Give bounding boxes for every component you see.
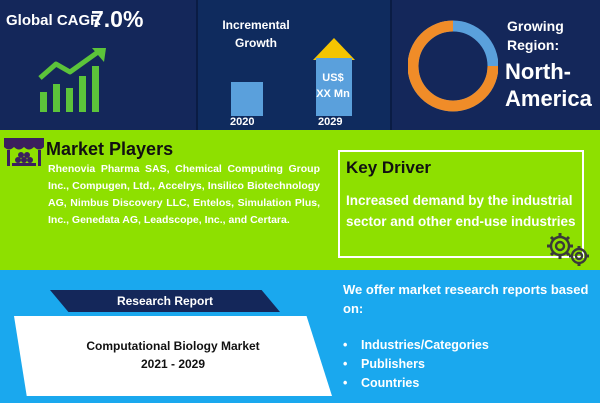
- region-value: North- America: [505, 58, 592, 112]
- market-stall-icon: [4, 138, 44, 166]
- bullet: •: [343, 357, 348, 371]
- arrow-up-icon: [313, 38, 355, 60]
- offer-item-label: Publishers: [361, 357, 425, 371]
- report-title-line2: 2021 - 2029: [140, 357, 206, 371]
- bar-2029-amount: XX Mn: [316, 88, 350, 100]
- bar-2020: [231, 82, 263, 116]
- offer-text: We offer market research reports based o…: [343, 282, 589, 316]
- bullet: •: [343, 338, 348, 352]
- bar-2029: [316, 58, 352, 116]
- divider: [390, 0, 392, 130]
- divider: [196, 0, 198, 130]
- research-report-ribbon: [50, 290, 280, 312]
- cagr-value: 7.0%: [91, 6, 144, 32]
- bar-2029-currency: US$: [322, 72, 344, 84]
- list-item: • Publishers: [343, 355, 489, 374]
- bar-2029-label: US$ XX Mn: [308, 70, 358, 102]
- offer-item-label: Industries/Categories: [361, 338, 489, 352]
- key-driver-title: Key Driver: [346, 158, 432, 177]
- offer-list: • Industries/Categories • Publishers • Coun…: [343, 336, 489, 393]
- key-driver-text: Increased demand by the industrial secto…: [346, 193, 576, 229]
- list-item: • Industries/Categories: [343, 336, 489, 355]
- incremental-panel: [196, 0, 390, 130]
- region-label: Growing Region:: [507, 17, 564, 55]
- list-item: • Countries: [343, 374, 489, 393]
- region-label-line1: Growing: [507, 18, 564, 34]
- offer-item-label: Countries: [361, 376, 420, 390]
- market-players-text: Rhenovia Pharma SAS, Chemical Computing …: [48, 163, 320, 226]
- incremental-title: Incremental Growth: [206, 16, 306, 52]
- region-label-line2: Region:: [507, 37, 560, 53]
- market-players-title: Market Players: [46, 139, 174, 159]
- key-driver-box: [338, 150, 584, 258]
- research-report-label: Research Report: [116, 294, 214, 308]
- incremental-title-line2: Growth: [235, 36, 277, 50]
- report-card: [14, 316, 332, 396]
- cagr-label: Global CAGR: [6, 12, 102, 29]
- gears-icon: [547, 233, 589, 266]
- report-title: Computational Biology Market 2021 - 2029: [14, 337, 332, 373]
- donut-ring-icon: [408, 20, 498, 112]
- region-value-line2: America: [505, 86, 592, 111]
- growth-chart-icon: [38, 48, 106, 112]
- region-value-line1: North-: [505, 59, 571, 84]
- report-title-line1: Computational Biology Market: [86, 339, 260, 353]
- year-start-label: 2020: [230, 116, 255, 128]
- bullet: •: [343, 376, 348, 390]
- green-band: [0, 130, 600, 270]
- incremental-title-line1: Incremental: [222, 18, 290, 32]
- year-end-label: 2029: [318, 116, 343, 128]
